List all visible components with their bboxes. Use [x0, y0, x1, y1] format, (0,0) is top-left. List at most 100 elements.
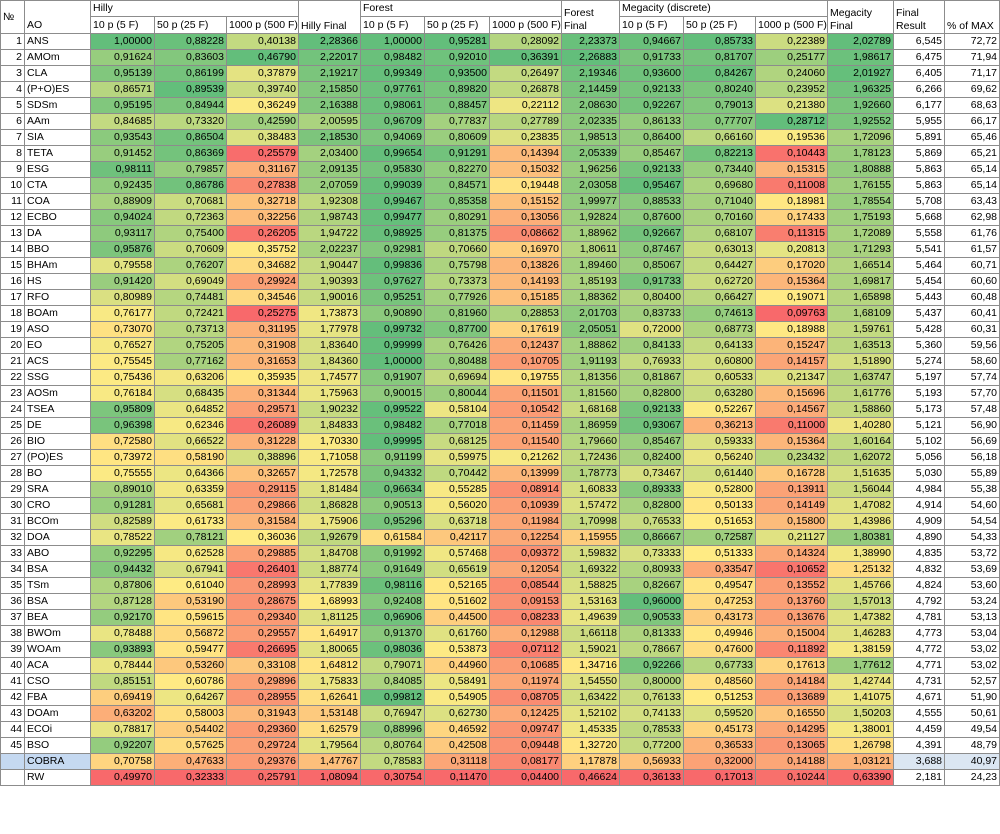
cell-forest-1000p: 0,22112 — [488, 97, 563, 114]
cell-hilly-50p: 0,59615 — [154, 609, 227, 626]
cell-hilly-10p: 0,96398 — [90, 417, 155, 434]
row-number: 36 — [0, 593, 25, 610]
cell-pct-max: 57,48 — [944, 401, 1000, 418]
cell-final-result: 5,197 — [893, 369, 946, 386]
cell-hilly-10p: 0,86571 — [90, 81, 155, 98]
cell-forest-final: 1,60833 — [561, 481, 621, 498]
cell-forest-10p: 0,88996 — [360, 721, 425, 738]
cell-forest-final: 2,02335 — [561, 113, 621, 130]
algorithm-name: SDSm — [24, 97, 91, 114]
cell-forest-1000p: 0,14193 — [488, 273, 563, 290]
row-number: 18 — [0, 305, 25, 322]
cell-forest-50p: 0,63718 — [424, 513, 490, 530]
cell-hilly-final: 1,90016 — [298, 289, 361, 306]
cell-megacity-50p: 0,85733 — [683, 33, 757, 50]
header-forest-10p: 10 p (5 F) — [360, 16, 425, 34]
cell-forest-1000p: 0,19448 — [488, 177, 563, 194]
cell-megacity-1000p: 0,09763 — [755, 305, 829, 322]
cell-megacity-10p: 0,74133 — [619, 705, 685, 722]
cell-final-result: 3,688 — [893, 753, 946, 770]
cell-forest-final: 1,81356 — [561, 369, 621, 386]
algorithm-name: ANS — [24, 33, 91, 50]
cell-pct-max: 60,71 — [944, 257, 1000, 274]
row-number: 37 — [0, 609, 25, 626]
cell-megacity-10p: 0,91733 — [619, 49, 685, 66]
cell-forest-final: 1,99977 — [561, 193, 621, 210]
cell-hilly-10p: 0,95195 — [90, 97, 155, 114]
cell-forest-50p: 0,51602 — [424, 593, 490, 610]
cell-hilly-final: 2,02237 — [298, 241, 361, 258]
cell-forest-1000p: 0,12988 — [488, 625, 563, 642]
table-row: 45 BSO 0,92207 0,57625 0,29724 1,79564 0,80764… — [0, 737, 1000, 754]
cell-hilly-final: 1,75833 — [298, 673, 361, 690]
cell-megacity-10p: 0,77200 — [619, 737, 685, 754]
cell-hilly-50p: 0,83603 — [154, 49, 227, 66]
cell-forest-50p: 0,61760 — [424, 625, 490, 642]
cell-hilly-1000p: 0,31584 — [226, 513, 299, 530]
cell-hilly-10p: 0,94024 — [90, 209, 155, 226]
cell-hilly-10p: 0,78522 — [90, 529, 155, 546]
cell-hilly-10p: 0,93893 — [90, 641, 155, 658]
cell-hilly-final: 1,90393 — [298, 273, 361, 290]
cell-forest-50p: 0,46592 — [424, 721, 490, 738]
cell-hilly-50p: 0,58003 — [154, 705, 227, 722]
cell-forest-final: 1,88962 — [561, 225, 621, 242]
cell-pct-max: 53,72 — [944, 545, 1000, 562]
cell-forest-50p: 0,62730 — [424, 705, 490, 722]
cell-hilly-1000p: 0,29376 — [226, 753, 299, 770]
cell-megacity-10p: 0,82667 — [619, 577, 685, 594]
cell-hilly-1000p: 0,32256 — [226, 209, 299, 226]
cell-hilly-50p: 0,75205 — [154, 337, 227, 354]
cell-megacity-10p: 0,73467 — [619, 465, 685, 482]
cell-hilly-final: 1,81125 — [298, 609, 361, 626]
cell-final-result: 4,771 — [893, 657, 946, 674]
cell-forest-final: 1,98513 — [561, 129, 621, 146]
cell-forest-10p: 0,99349 — [360, 65, 425, 82]
row-number: 44 — [0, 721, 25, 738]
algorithm-name: SIA — [24, 129, 91, 146]
cell-hilly-final: 1,92679 — [298, 529, 361, 546]
cell-forest-50p: 0,75798 — [424, 257, 490, 274]
algorithm-name: AAm — [24, 113, 91, 130]
cell-pct-max: 61,57 — [944, 241, 1000, 258]
cell-forest-50p: 0,56020 — [424, 497, 490, 514]
algorithm-name: ASO — [24, 321, 91, 338]
cell-hilly-50p: 0,76207 — [154, 257, 227, 274]
cell-megacity-1000p: 0,13676 — [755, 609, 829, 626]
cell-pct-max: 40,97 — [944, 753, 1000, 770]
cell-forest-final: 1,81560 — [561, 385, 621, 402]
cell-megacity-10p: 0,87600 — [619, 209, 685, 226]
cell-megacity-final: 1,80888 — [827, 161, 895, 178]
cell-final-result: 4,824 — [893, 577, 946, 594]
cell-megacity-final: 1,38990 — [827, 545, 895, 562]
cell-megacity-1000p: 0,16728 — [755, 465, 829, 482]
cell-forest-10p: 1,00000 — [360, 353, 425, 370]
cell-pct-max: 54,60 — [944, 497, 1000, 514]
cell-hilly-final: 1,72578 — [298, 465, 361, 482]
cell-forest-10p: 0,91907 — [360, 369, 425, 386]
algorithm-name: BSA — [24, 561, 91, 578]
cell-megacity-final: 1,72089 — [827, 225, 895, 242]
cell-hilly-50p: 0,58190 — [154, 449, 227, 466]
cell-hilly-50p: 0,53260 — [154, 657, 227, 674]
cell-megacity-10p: 0,82800 — [619, 497, 685, 514]
cell-megacity-10p: 0,92266 — [619, 657, 685, 674]
cell-pct-max: 53,02 — [944, 657, 1000, 674]
algorithm-name: ACA — [24, 657, 91, 674]
table-row: 5 SDSm 0,95195 0,84944 0,36249 2,16388 0,98061… — [0, 97, 1000, 114]
row-number: 12 — [0, 209, 25, 226]
table-row: 41 CSO 0,85151 0,60786 0,29896 1,75833 0,84085… — [0, 673, 1000, 690]
cell-forest-50p: 0,44960 — [424, 657, 490, 674]
cell-forest-50p: 0,80291 — [424, 209, 490, 226]
cell-hilly-10p: 0,76184 — [90, 385, 155, 402]
cell-hilly-10p: 0,92170 — [90, 609, 155, 626]
table-row: 25 DE 0,96398 0,62346 0,26089 1,84833 0,98482 0… — [0, 417, 1000, 434]
algorithm-name: RW — [24, 769, 91, 786]
table-row: 38 BWOm 0,78488 0,56872 0,29557 1,64917 0,9137… — [0, 625, 1000, 642]
cell-hilly-final: 1,75963 — [298, 385, 361, 402]
cell-forest-10p: 0,98036 — [360, 641, 425, 658]
cell-megacity-50p: 0,36213 — [683, 417, 757, 434]
cell-forest-10p: 0,98116 — [360, 577, 425, 594]
cell-forest-1000p: 0,08177 — [488, 753, 563, 770]
cell-hilly-50p: 0,67941 — [154, 561, 227, 578]
